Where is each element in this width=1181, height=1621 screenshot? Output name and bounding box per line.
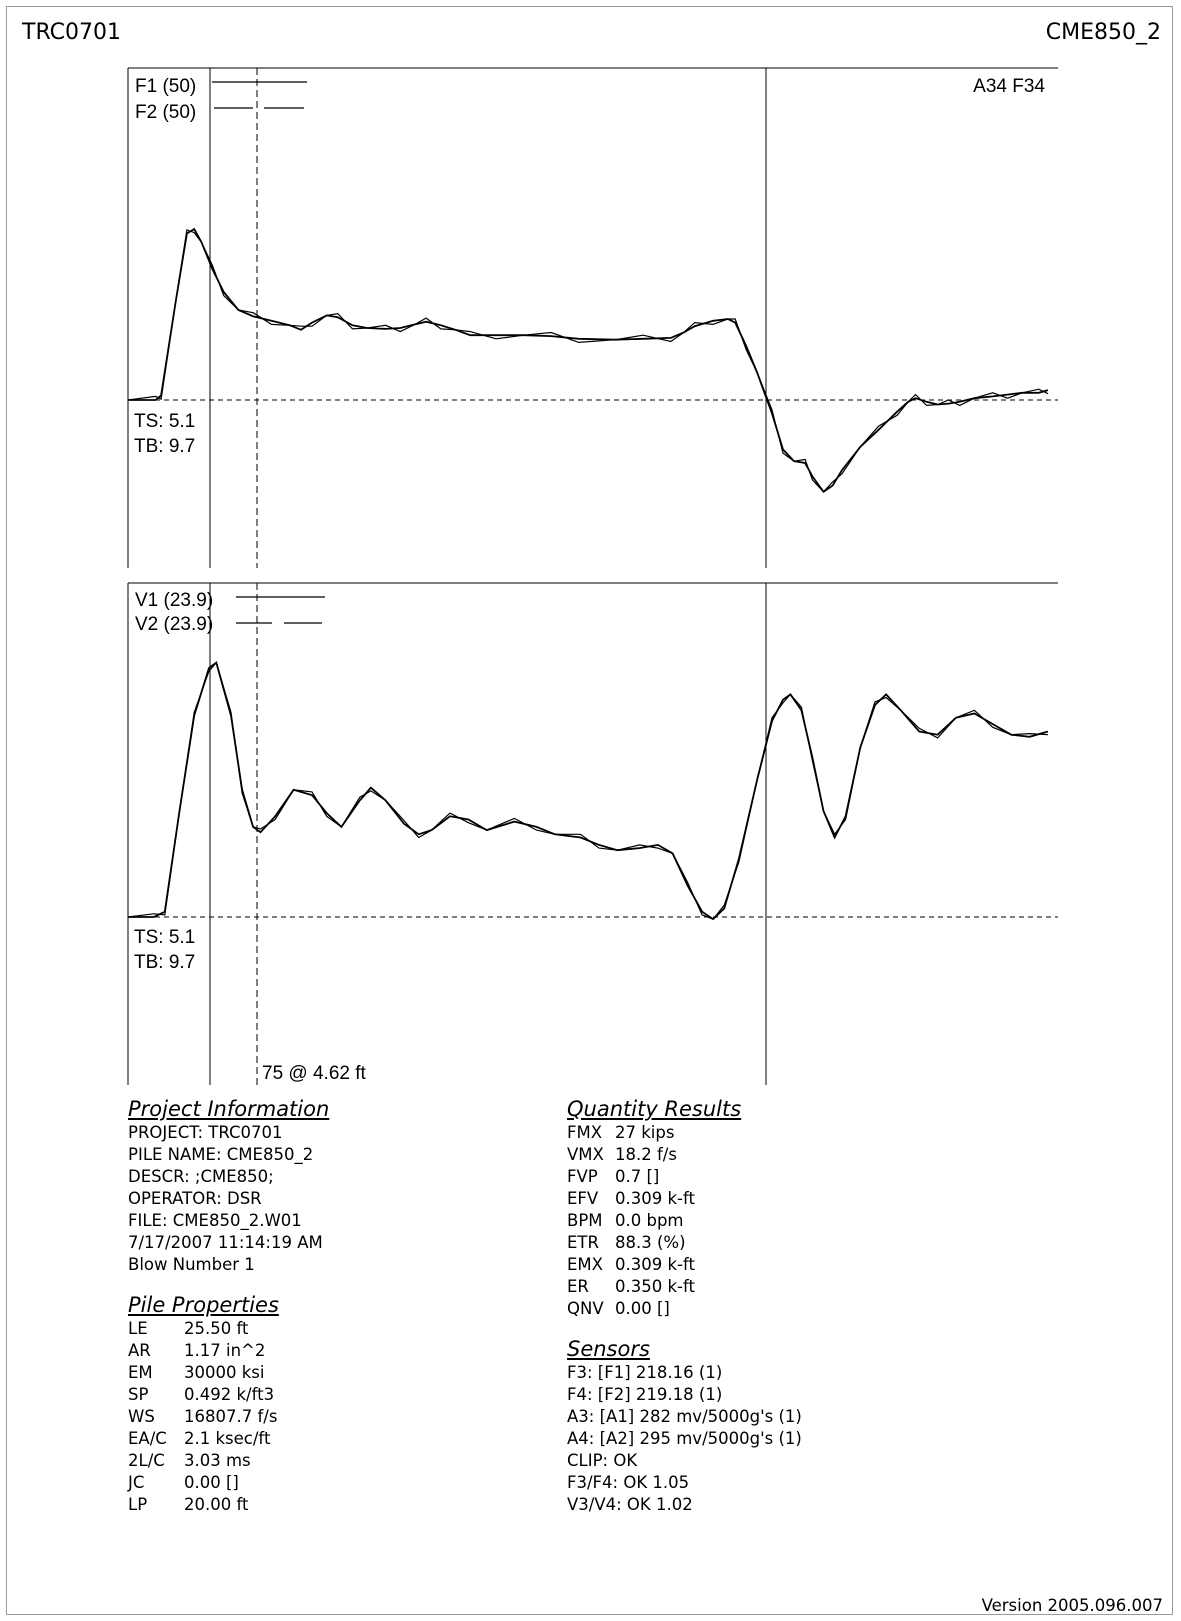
sensor-line: CLIP: OK — [567, 1450, 1017, 1472]
quantity-result-row-key: ER — [567, 1276, 615, 1298]
pile-property-row: LE 25.50 ft — [128, 1318, 508, 1340]
sensor-line: F3: [F1] 218.16 (1) — [567, 1362, 1017, 1384]
quantity-result-row-key: BPM — [567, 1210, 615, 1232]
quantity-result-row-value: 0.7 [] — [615, 1167, 659, 1186]
pile-property-row-key: LE — [128, 1318, 184, 1340]
force-panel-label: A34 F34 — [973, 76, 1045, 97]
v2-series-line — [128, 663, 1048, 920]
pile-property-row-value: 0.00 [] — [184, 1473, 239, 1492]
pile-property-row: EA/C 2.1 ksec/ft — [128, 1428, 508, 1450]
pile-property-row-key: EM — [128, 1362, 184, 1384]
quantity-results-heading: Quantity Results — [567, 1096, 1017, 1122]
quantity-result-row-value: 0.309 k-ft — [615, 1189, 695, 1208]
pile-property-row: LP 20.00 ft — [128, 1494, 508, 1516]
quantity-result-row-value: 18.2 f/s — [615, 1145, 677, 1164]
quantity-result-row: ER 0.350 k-ft — [567, 1276, 1017, 1298]
pile-property-row: EM 30000 ksi — [128, 1362, 508, 1384]
pile-property-row-key: LP — [128, 1494, 184, 1516]
left-info-column: Project Information PROJECT: TRC0701 PILE… — [128, 1096, 508, 1516]
sensor-line: A3: [A1] 282 mv/5000g's (1) — [567, 1406, 1017, 1428]
sensor-line: F4: [F2] 219.18 (1) — [567, 1384, 1017, 1406]
quantity-result-row: VMX 18.2 f/s — [567, 1144, 1017, 1166]
project-info-line: FILE: CME850_2.W01 — [128, 1210, 508, 1232]
pile-property-row-value: 16807.7 f/s — [184, 1407, 277, 1426]
pile-property-row-key: 2L/C — [128, 1450, 184, 1472]
project-info-line: PROJECT: TRC0701 — [128, 1122, 508, 1144]
marker-annotation: 75 @ 4.62 ft — [262, 1063, 367, 1084]
force-tb-label: TB: 9.7 — [134, 436, 195, 457]
f1-legend-label: F1 (50) — [135, 76, 196, 97]
pile-property-row-value: 2.1 ksec/ft — [184, 1429, 270, 1448]
quantity-result-row-value: 0.00 [] — [615, 1299, 670, 1318]
pile-property-row: WS 16807.7 f/s — [128, 1406, 508, 1428]
pile-property-row: 2L/C 3.03 ms — [128, 1450, 508, 1472]
force-ts-label: TS: 5.1 — [134, 411, 195, 432]
quantity-result-row: EMX 0.309 k-ft — [567, 1254, 1017, 1276]
project-information-heading: Project Information — [128, 1096, 508, 1122]
quantity-result-row: FMX 27 kips — [567, 1122, 1017, 1144]
velocity-panel: V1 (23.9) V2 (23.9) TS: 5.1 TB: 9.7 75 @… — [128, 583, 1058, 1085]
pile-property-row-key: WS — [128, 1406, 184, 1428]
quantity-result-row-value: 27 kips — [615, 1123, 674, 1142]
pile-property-row-value: 1.17 in^2 — [184, 1341, 265, 1360]
sensors-list: F3: [F1] 218.16 (1) F4: [F2] 219.18 (1) A3… — [567, 1362, 1017, 1516]
pile-property-row-value: 30000 ksi — [184, 1363, 264, 1382]
quantity-result-row-key: FVP — [567, 1166, 615, 1188]
pile-properties-heading: Pile Properties — [128, 1292, 508, 1318]
f2-legend-label: F2 (50) — [135, 102, 196, 123]
v1-legend-label: V1 (23.9) — [135, 590, 213, 611]
pile-property-row-key: AR — [128, 1340, 184, 1362]
project-information-list: PROJECT: TRC0701 PILE NAME: CME850_2 DESCR… — [128, 1122, 508, 1276]
pile-property-row-key: EA/C — [128, 1428, 184, 1450]
quantity-result-row-key: QNV — [567, 1298, 615, 1320]
pile-property-row: AR 1.17 in^2 — [128, 1340, 508, 1362]
v1-series-line — [128, 663, 1048, 920]
project-info-line: 7/17/2007 11:14:19 AM — [128, 1232, 508, 1254]
quantity-result-row: EFV 0.309 k-ft — [567, 1188, 1017, 1210]
quantity-result-row-key: ETR — [567, 1232, 615, 1254]
velocity-ts-label: TS: 5.1 — [134, 927, 195, 948]
pile-properties-list: LE 25.50 ft AR 1.17 in^2 EM 30000 ksi SP 0.492 … — [128, 1318, 508, 1516]
quantity-result-row-key: EFV — [567, 1188, 615, 1210]
right-info-column: Quantity Results FMX 27 kips VMX 18.2 f/s FV… — [567, 1096, 1017, 1516]
version-label: Version 2005.096.007 — [982, 1596, 1163, 1615]
pile-property-row-value: 25.50 ft — [184, 1319, 248, 1338]
v2-legend-label: V2 (23.9) — [135, 614, 213, 635]
plots-area: F1 (50) F2 (50) A34 F34 TS: 5.1 TB: 9.7 … — [0, 0, 1181, 1090]
velocity-tb-label: TB: 9.7 — [134, 952, 195, 973]
sensor-line: A4: [A2] 295 mv/5000g's (1) — [567, 1428, 1017, 1450]
quantity-results-list: FMX 27 kips VMX 18.2 f/s FVP 0.7 [] EFV 0.309 k… — [567, 1122, 1017, 1320]
quantity-result-row-value: 0.0 bpm — [615, 1211, 684, 1230]
pile-property-row-key: SP — [128, 1384, 184, 1406]
quantity-result-row: BPM 0.0 bpm — [567, 1210, 1017, 1232]
quantity-result-row: QNV 0.00 [] — [567, 1298, 1017, 1320]
project-info-line: OPERATOR: DSR — [128, 1188, 508, 1210]
quantity-result-row-value: 88.3 (%) — [615, 1233, 686, 1252]
quantity-result-row-key: EMX — [567, 1254, 615, 1276]
pile-property-row-value: 20.00 ft — [184, 1495, 248, 1514]
sensor-line: V3/V4: OK 1.02 — [567, 1494, 1017, 1516]
pile-property-row-key: JC — [128, 1472, 184, 1494]
sensors-heading: Sensors — [567, 1336, 1017, 1362]
f1-series-line — [128, 229, 1048, 492]
quantity-result-row: ETR 88.3 (%) — [567, 1232, 1017, 1254]
force-panel: F1 (50) F2 (50) A34 F34 TS: 5.1 TB: 9.7 — [128, 68, 1058, 568]
sensor-line: F3/F4: OK 1.05 — [567, 1472, 1017, 1494]
quantity-result-row-key: FMX — [567, 1122, 615, 1144]
project-info-line: PILE NAME: CME850_2 — [128, 1144, 508, 1166]
pile-property-row-value: 3.03 ms — [184, 1451, 251, 1470]
quantity-result-row-key: VMX — [567, 1144, 615, 1166]
pile-property-row: JC 0.00 [] — [128, 1472, 508, 1494]
f2-series-line — [128, 230, 1048, 492]
pile-property-row-value: 0.492 k/ft3 — [184, 1385, 274, 1404]
quantity-result-row-value: 0.350 k-ft — [615, 1277, 695, 1296]
quantity-result-row-value: 0.309 k-ft — [615, 1255, 695, 1274]
project-info-line: Blow Number 1 — [128, 1254, 508, 1276]
quantity-result-row: FVP 0.7 [] — [567, 1166, 1017, 1188]
pile-property-row: SP 0.492 k/ft3 — [128, 1384, 508, 1406]
project-info-line: DESCR: ;CME850; — [128, 1166, 508, 1188]
